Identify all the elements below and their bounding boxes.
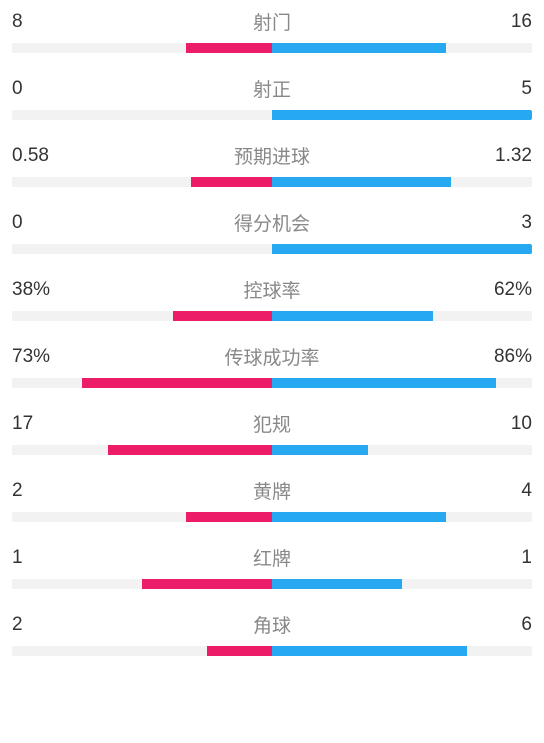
stat-bar <box>12 43 532 53</box>
bar-fill-left <box>186 43 272 53</box>
stat-row: 2角球6 <box>12 611 532 656</box>
stat-header: 8射门16 <box>12 8 532 35</box>
stat-row: 17犯规10 <box>12 410 532 455</box>
stat-bar <box>12 378 532 388</box>
bar-half-left <box>12 311 272 321</box>
stat-bar <box>12 445 532 455</box>
stat-bar <box>12 177 532 187</box>
bar-fill-right <box>272 110 532 120</box>
stat-row: 2黄牌4 <box>12 477 532 522</box>
bar-half-left <box>12 244 272 254</box>
bar-half-right <box>272 311 532 321</box>
stat-header: 17犯规10 <box>12 410 532 437</box>
stat-value-left: 1 <box>12 547 72 569</box>
bar-fill-left <box>207 646 272 656</box>
bar-fill-right <box>272 646 467 656</box>
stat-label: 犯规 <box>72 410 472 437</box>
bar-fill-left <box>186 512 272 522</box>
stat-value-right: 1 <box>472 547 532 569</box>
stat-header: 1红牌1 <box>12 544 532 571</box>
bar-half-right <box>272 177 532 187</box>
bar-half-left <box>12 512 272 522</box>
bar-fill-left <box>173 311 272 321</box>
stat-header: 0得分机会3 <box>12 209 532 236</box>
stat-label: 传球成功率 <box>72 343 472 370</box>
stat-value-left: 73% <box>12 346 72 368</box>
bar-half-right <box>272 512 532 522</box>
stat-header: 38%控球率62% <box>12 276 532 303</box>
stat-row: 0得分机会3 <box>12 209 532 254</box>
bar-half-right <box>272 110 532 120</box>
bar-fill-right <box>272 244 532 254</box>
stat-bar <box>12 646 532 656</box>
bar-half-left <box>12 445 272 455</box>
bar-half-left <box>12 378 272 388</box>
bar-fill-right <box>272 311 433 321</box>
bar-fill-right <box>272 378 496 388</box>
stat-bar <box>12 311 532 321</box>
stat-value-left: 0 <box>12 78 72 100</box>
stat-header: 0.58预期进球1.32 <box>12 142 532 169</box>
stat-label: 角球 <box>72 611 472 638</box>
bar-half-right <box>272 43 532 53</box>
stat-value-right: 62% <box>472 279 532 301</box>
stat-label: 射正 <box>72 75 472 102</box>
stat-value-left: 17 <box>12 413 72 435</box>
stat-header: 2黄牌4 <box>12 477 532 504</box>
stat-header: 73%传球成功率86% <box>12 343 532 370</box>
stat-value-right: 10 <box>472 413 532 435</box>
bar-half-right <box>272 244 532 254</box>
stat-bar <box>12 110 532 120</box>
stat-label: 控球率 <box>72 276 472 303</box>
bar-fill-right <box>272 445 368 455</box>
bar-fill-left <box>191 177 272 187</box>
bar-fill-left <box>142 579 272 589</box>
bar-half-left <box>12 43 272 53</box>
stat-value-right: 3 <box>472 212 532 234</box>
stat-label: 预期进球 <box>72 142 472 169</box>
bar-half-left <box>12 110 272 120</box>
stat-value-left: 0.58 <box>12 145 72 167</box>
stat-row: 1红牌1 <box>12 544 532 589</box>
stat-value-right: 6 <box>472 614 532 636</box>
stat-bar <box>12 579 532 589</box>
stat-label: 射门 <box>72 8 472 35</box>
stat-label: 得分机会 <box>72 209 472 236</box>
bar-half-left <box>12 646 272 656</box>
bar-half-left <box>12 177 272 187</box>
stat-header: 2角球6 <box>12 611 532 638</box>
stat-row: 8射门16 <box>12 8 532 53</box>
bar-fill-right <box>272 43 446 53</box>
stat-value-left: 2 <box>12 614 72 636</box>
stat-bar <box>12 244 532 254</box>
bar-half-right <box>272 378 532 388</box>
bar-fill-right <box>272 177 451 187</box>
bar-half-right <box>272 445 532 455</box>
stat-label: 红牌 <box>72 544 472 571</box>
stats-container: 8射门160射正50.58预期进球1.320得分机会338%控球率62%73%传… <box>12 8 532 656</box>
stat-bar <box>12 512 532 522</box>
bar-fill-right <box>272 512 446 522</box>
bar-half-right <box>272 646 532 656</box>
stat-value-left: 8 <box>12 11 72 33</box>
stat-header: 0射正5 <box>12 75 532 102</box>
stat-row: 38%控球率62% <box>12 276 532 321</box>
bar-fill-left <box>82 378 272 388</box>
stat-label: 黄牌 <box>72 477 472 504</box>
bar-fill-right <box>272 579 402 589</box>
bar-half-right <box>272 579 532 589</box>
stat-value-left: 38% <box>12 279 72 301</box>
stat-row: 0.58预期进球1.32 <box>12 142 532 187</box>
bar-half-left <box>12 579 272 589</box>
stat-value-right: 16 <box>472 11 532 33</box>
stat-value-right: 1.32 <box>472 145 532 167</box>
stat-value-left: 2 <box>12 480 72 502</box>
stat-row: 0射正5 <box>12 75 532 120</box>
stat-row: 73%传球成功率86% <box>12 343 532 388</box>
stat-value-right: 4 <box>472 480 532 502</box>
stat-value-left: 0 <box>12 212 72 234</box>
bar-fill-left <box>108 445 272 455</box>
stat-value-right: 86% <box>472 346 532 368</box>
stat-value-right: 5 <box>472 78 532 100</box>
